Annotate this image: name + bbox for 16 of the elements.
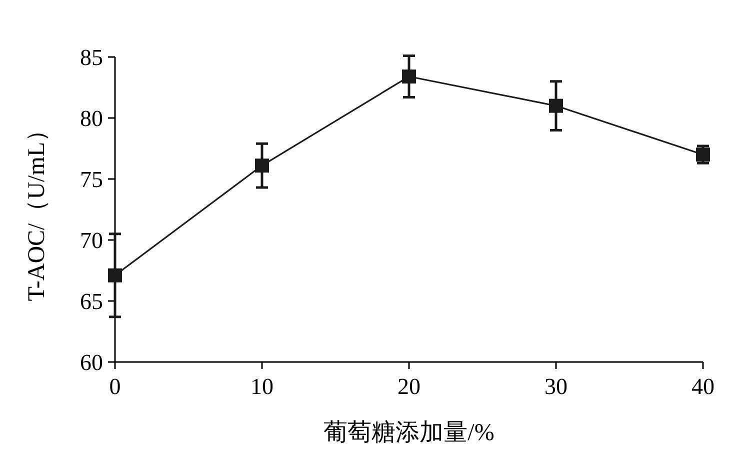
- y-tick-label: 80: [80, 106, 103, 131]
- x-axis-title: 葡萄糖添加量/%: [324, 419, 494, 446]
- y-axis-title: T-AOC/（U/mL）: [24, 118, 50, 302]
- y-tick-label: 75: [80, 167, 103, 192]
- y-tick-label: 65: [80, 289, 103, 314]
- x-tick-label: 10: [250, 374, 274, 399]
- point: [402, 70, 416, 84]
- x-tick-label: 20: [398, 374, 420, 399]
- x-tick-label: 30: [544, 374, 568, 399]
- point: [549, 98, 563, 113]
- y-tick-label: 85: [80, 45, 103, 70]
- point: [255, 158, 269, 173]
- x-tick-label: 0: [109, 374, 121, 399]
- y-tick-label: 60: [80, 350, 103, 375]
- x-tick-label: 40: [692, 374, 714, 399]
- y-tick-label: 70: [80, 228, 103, 253]
